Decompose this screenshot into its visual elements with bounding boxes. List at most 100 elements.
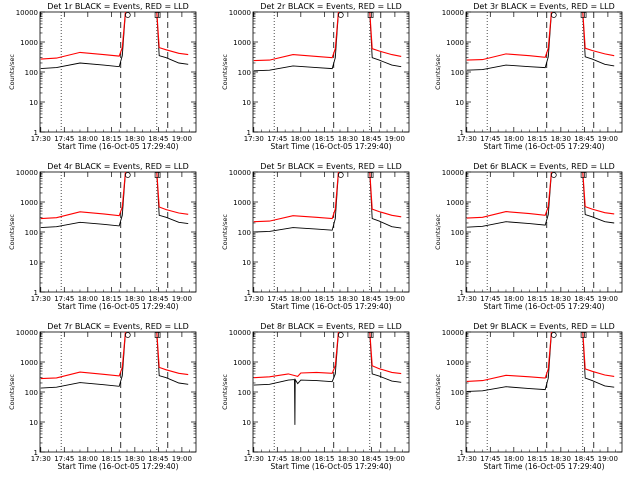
y-tick-label: 10000 xyxy=(442,169,464,177)
x-tick-label: 18:45 xyxy=(361,455,381,463)
x-tick-label: 18:00 xyxy=(78,455,98,463)
x-tick-label: 18:15 xyxy=(527,295,547,303)
saturation-circle-marker xyxy=(337,332,344,338)
y-tick-label: 10000 xyxy=(442,329,464,337)
y-tick-label: 100 xyxy=(451,389,464,397)
y-tick-label: 10000 xyxy=(16,169,38,177)
series-line-lld xyxy=(156,171,189,215)
series-line-lld xyxy=(466,331,552,382)
x-tick-label: 18:15 xyxy=(314,455,334,463)
x-tick-label: 18:30 xyxy=(551,295,571,303)
saturation-box-marker xyxy=(580,172,587,178)
x-tick-label: 18:45 xyxy=(361,295,381,303)
y-tick-label: 1000 xyxy=(233,359,251,367)
x-tick-label: 17:45 xyxy=(54,295,74,303)
x-tick-label: 17:30 xyxy=(244,455,264,463)
plot-frame xyxy=(252,331,410,453)
x-tick-label: 18:15 xyxy=(101,135,121,143)
plot-frame xyxy=(252,171,410,293)
series-line-events xyxy=(582,333,615,388)
x-tick-label: 18:00 xyxy=(504,135,524,143)
series-line-events xyxy=(466,173,552,228)
saturation-circle-marker xyxy=(550,332,557,338)
y-tick-label: 1000 xyxy=(233,39,251,47)
series-line-events xyxy=(369,13,402,68)
saturation-box-marker xyxy=(154,172,161,178)
x-axis-label: Start Time (16-Oct-05 17:29:40) xyxy=(483,462,604,471)
saturation-circle-marker xyxy=(124,12,131,18)
series-line-events xyxy=(156,333,189,385)
y-tick-label: 1 xyxy=(247,449,251,457)
saturation-circle-marker xyxy=(124,172,131,178)
x-tick-label: 19:00 xyxy=(598,135,618,143)
panel-title: Det 7r BLACK = Events, RED = LLD xyxy=(47,322,189,331)
y-axis-label: Counts/sec xyxy=(434,374,442,410)
x-tick-label: 19:00 xyxy=(172,135,192,143)
saturation-circle-marker xyxy=(337,172,344,178)
series-line-events xyxy=(582,173,615,224)
series-line-events xyxy=(369,333,402,383)
x-tick-label: 18:15 xyxy=(314,135,334,143)
y-tick-label: 10000 xyxy=(16,329,38,337)
y-tick-label: 100 xyxy=(451,69,464,77)
plot-frame xyxy=(465,331,623,453)
saturation-circle-marker xyxy=(550,12,557,18)
x-tick-label: 18:00 xyxy=(504,295,524,303)
series-line-events xyxy=(582,13,615,67)
plot-frame xyxy=(252,11,410,133)
x-tick-label: 17:45 xyxy=(480,295,500,303)
x-tick-label: 17:30 xyxy=(457,135,477,143)
y-axis-label: Counts/sec xyxy=(221,374,229,410)
x-axis-label: Start Time (16-Oct-05 17:29:40) xyxy=(270,462,391,471)
plot-frame xyxy=(39,171,197,293)
x-tick-label: 18:00 xyxy=(504,455,524,463)
saturation-circle-marker xyxy=(550,172,557,178)
x-tick-label: 18:30 xyxy=(338,455,358,463)
saturation-box-marker xyxy=(580,12,587,18)
series-line-events xyxy=(40,173,126,229)
y-tick-label: 1 xyxy=(247,129,251,137)
x-tick-label: 19:00 xyxy=(598,455,618,463)
x-axis-label: Start Time (16-Oct-05 17:29:40) xyxy=(270,142,391,151)
plot-frame xyxy=(465,171,623,293)
panel-title: Det 1r BLACK = Events, RED = LLD xyxy=(47,2,189,11)
x-tick-label: 18:45 xyxy=(574,295,594,303)
saturation-box-marker xyxy=(154,332,161,338)
x-tick-label: 19:00 xyxy=(385,135,405,143)
series-line-events xyxy=(466,333,552,392)
x-tick-label: 17:30 xyxy=(31,295,51,303)
y-axis-label: Counts/sec xyxy=(221,54,229,90)
y-tick-label: 10000 xyxy=(229,9,251,17)
series-line-lld xyxy=(253,171,339,223)
y-tick-label: 1000 xyxy=(20,359,38,367)
y-tick-label: 10 xyxy=(242,99,251,107)
y-axis-label: Counts/sec xyxy=(8,54,16,90)
series-line-lld xyxy=(253,11,339,62)
y-tick-label: 1000 xyxy=(446,39,464,47)
series-line-lld xyxy=(466,171,552,219)
plot-frame xyxy=(39,11,197,133)
x-tick-label: 18:30 xyxy=(551,135,571,143)
y-tick-label: 10 xyxy=(455,259,464,267)
series-line-events xyxy=(156,13,189,65)
x-tick-label: 17:45 xyxy=(480,135,500,143)
x-tick-label: 19:00 xyxy=(172,455,192,463)
series-line-lld xyxy=(369,171,402,218)
detector-panel: Det 5r BLACK = Events, RED = LLD 1 10 100 10… xyxy=(221,162,410,311)
series-line-lld xyxy=(582,171,615,215)
y-tick-label: 100 xyxy=(238,69,251,77)
detector-panel: Det 3r BLACK = Events, RED = LLD 1 10 100 10… xyxy=(434,2,623,151)
x-tick-label: 18:15 xyxy=(101,295,121,303)
plot-frame xyxy=(465,11,623,133)
x-tick-label: 18:45 xyxy=(148,135,168,143)
x-tick-label: 17:45 xyxy=(480,455,500,463)
detector-panel: Det 7r BLACK = Events, RED = LLD 1 10 100 10… xyxy=(8,322,197,471)
x-tick-label: 18:00 xyxy=(291,135,311,143)
panel-title: Det 6r BLACK = Events, RED = LLD xyxy=(473,162,615,171)
y-axis-label: Counts/sec xyxy=(434,214,442,250)
x-tick-label: 18:30 xyxy=(338,135,358,143)
plot-frame xyxy=(39,331,197,453)
detector-panel: Det 1r BLACK = Events, RED = LLD 1 10 100 10… xyxy=(8,2,197,151)
series-line-events xyxy=(253,173,339,233)
x-tick-label: 19:00 xyxy=(172,295,192,303)
